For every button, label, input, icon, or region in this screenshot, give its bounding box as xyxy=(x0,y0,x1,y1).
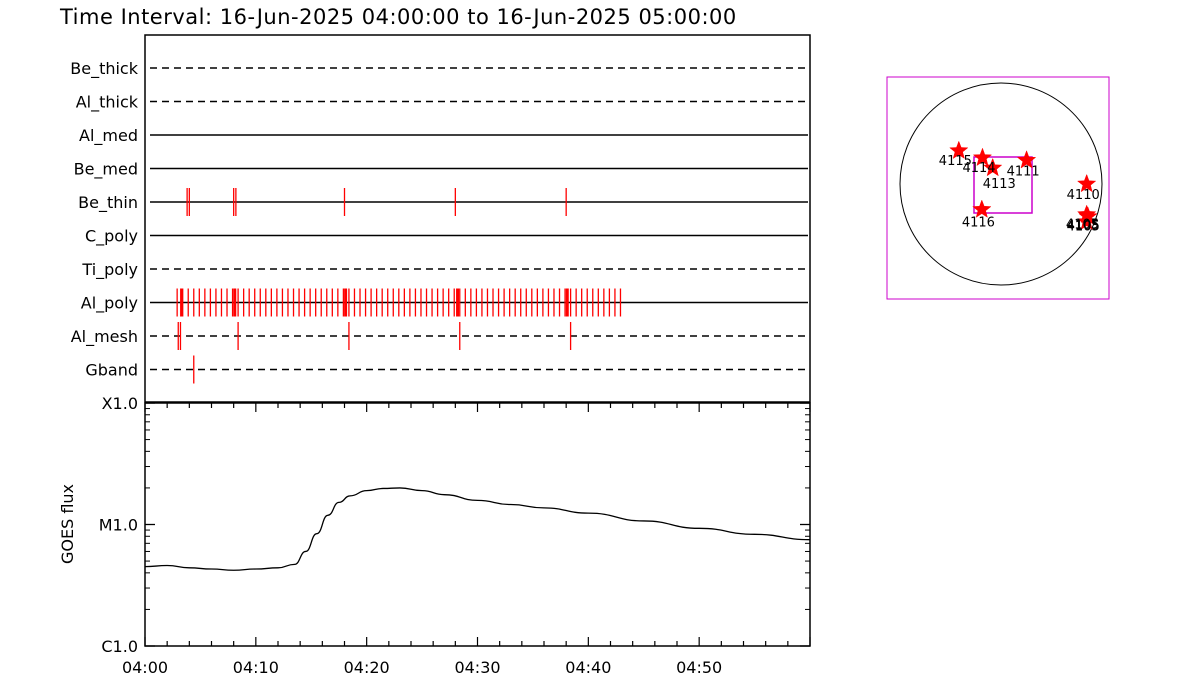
active-region-label: 4105 xyxy=(1067,220,1100,235)
row-label-al_poly: Al_poly xyxy=(81,294,138,314)
map-frame xyxy=(886,76,1110,300)
y-axis-label: GOES flux xyxy=(58,484,77,564)
chart-title: Time Interval: 16-Jun-2025 04:00:00 to 1… xyxy=(59,5,737,29)
active-region-label: 4111 xyxy=(1007,164,1040,179)
active-region-label: 4114 xyxy=(962,161,995,176)
active-region-star xyxy=(949,140,969,159)
active-region-label: 4115 xyxy=(939,154,972,169)
x-tick-label: 04:20 xyxy=(344,658,390,677)
row-label-be_med: Be_med xyxy=(74,160,138,180)
active-region-label: 4110 xyxy=(1067,188,1100,203)
row-label-al_med: Al_med xyxy=(79,126,138,146)
x-tick-label: 04:00 xyxy=(122,658,168,677)
active-region-star xyxy=(972,147,993,167)
goes-flux-line xyxy=(144,487,811,571)
active-region-label: 4105 xyxy=(1066,218,1099,233)
row-label-al_thick: Al_thick xyxy=(76,93,139,113)
active-region-star xyxy=(1016,150,1037,169)
solar-limb xyxy=(899,82,1103,286)
active-region-star xyxy=(972,199,992,218)
goes-flux-panel: C1.0 M1.0 X1.0 04:00 04:10 04:20 04:30 04:40 04:… xyxy=(58,394,811,677)
row-label-be_thin: Be_thin xyxy=(78,193,138,213)
y-tick-label: M1.0 xyxy=(99,516,138,535)
active-region-label: 4105 xyxy=(1067,219,1100,234)
row-label-be_thick: Be_thick xyxy=(70,59,138,79)
active-region-star xyxy=(1076,173,1097,193)
x-tick-label: 04:40 xyxy=(565,658,611,677)
y-tick-label: X1.0 xyxy=(102,394,138,413)
detector-timeline-panel: Be_thick Al_thick Al_med Be_med Be_thin C_pol… xyxy=(70,34,811,403)
x-tick-label: 04:50 xyxy=(676,658,722,677)
active-region-label: 4113 xyxy=(983,177,1016,192)
active-region-star xyxy=(983,157,1003,177)
row-label-ti_poly: Ti_poly xyxy=(81,260,138,280)
row-label-al_mesh: Al_mesh xyxy=(71,327,138,347)
row-label-c_poly: C_poly xyxy=(85,227,138,247)
active-region-label: 4116 xyxy=(962,216,995,231)
fov-box xyxy=(973,156,1033,214)
x-tick-label: 04:10 xyxy=(233,658,279,677)
active-region-star xyxy=(1076,211,1097,230)
goes-frame xyxy=(144,402,811,647)
timeline-frame xyxy=(144,34,811,403)
y-tick-label: C1.0 xyxy=(101,637,138,656)
row-label-gband: Gband xyxy=(85,361,138,380)
x-tick-label: 04:30 xyxy=(454,658,500,677)
